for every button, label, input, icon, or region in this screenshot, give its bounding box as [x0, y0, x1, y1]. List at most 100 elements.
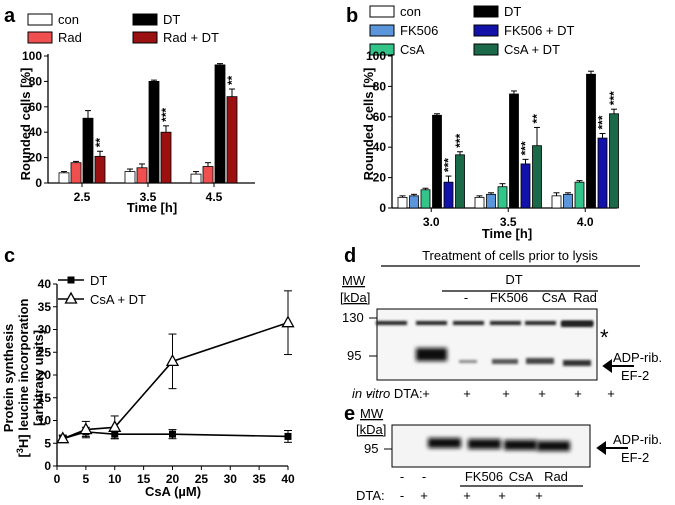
panel-e-label: e [344, 403, 355, 425]
band-130 [525, 321, 556, 325]
bar [160, 131, 172, 184]
bar [563, 193, 573, 209]
y-tick-label: 100 [366, 49, 386, 63]
panel-e-arrow-label-1: ADP-rib. [613, 432, 662, 447]
bar [226, 96, 238, 184]
legend-label: FK506 [400, 23, 438, 38]
panel-c: c DT CsA + DT Protein synthesis [3H] leuc… [1, 245, 295, 499]
bar [551, 195, 562, 209]
bar [190, 173, 202, 184]
bar [509, 93, 519, 209]
dta-sign: + [422, 386, 430, 401]
legend-swatch-rad-dt [132, 31, 158, 44]
signif-star: *** [596, 115, 610, 129]
legend-marker-triangle [64, 291, 78, 304]
dta-sign: - [400, 488, 404, 503]
panel-c-ylabel: Protein synthesis [3H] leucine incorpora… [1, 298, 46, 457]
y-tick-label: 60 [29, 100, 43, 114]
panel-a-xlabel: Time [h] [127, 200, 177, 215]
panel-e-mw-label: MW [360, 406, 384, 421]
blot-e-bands [428, 438, 570, 451]
point-triangle [281, 315, 295, 328]
legend-swatch-csa-dt [473, 43, 499, 56]
y-tick-label: 60 [373, 110, 387, 124]
point-triangle [79, 422, 93, 435]
y-tick-label: 20 [38, 368, 52, 382]
legend-label: FK506 + DT [504, 23, 575, 38]
legend-c: DT CsA + DT [58, 273, 146, 307]
legend-label: CsA + DT [504, 42, 560, 57]
band-adp-rib [468, 439, 501, 449]
dta-sign: + [607, 386, 615, 401]
bar [136, 167, 148, 184]
panel-e-mw-95: 95 [364, 441, 378, 456]
y-tick-label: 40 [373, 140, 387, 154]
point-triangle [165, 354, 180, 367]
panel-a-label: a [4, 5, 16, 27]
dta-sign: + [463, 386, 471, 401]
bar [443, 181, 454, 209]
point-square [169, 430, 176, 438]
bar [94, 155, 106, 184]
panel-d-kda-label: [kDa] [340, 290, 370, 305]
x-tick-label: 4.0 [577, 215, 594, 229]
x-tick-label: 3.5 [500, 215, 517, 229]
x-tick-label: 3.5 [140, 190, 157, 204]
panel-d-label: d [344, 245, 356, 267]
panel-d-header: Treatment of cells prior to lysis [422, 248, 598, 263]
signif-star: *** [453, 133, 467, 147]
signif-star: *** [442, 158, 456, 172]
y-tick-label: 0 [44, 459, 51, 473]
panel-b: b con FK506 CsA DT FK506 + DT CsA + DT Rounde… [346, 4, 621, 241]
bar [70, 162, 82, 184]
x-tick-label: 0 [54, 472, 61, 486]
dta-sign: + [498, 488, 506, 503]
legend-swatch-fk506 [369, 24, 395, 37]
panel-d-arrow-label-2: EF-2 [621, 368, 649, 383]
x-tick-label: 20 [166, 472, 180, 486]
band-adp-rib-weak [492, 359, 518, 364]
y-tick-label: 80 [29, 74, 43, 88]
y-tick-label: 20 [373, 171, 387, 185]
panel-c-xlabel: CsA (µM) [145, 484, 201, 499]
legend-label: Rad + DT [163, 30, 219, 45]
y-tick-label: 35 [38, 300, 52, 314]
legend-swatch-con [27, 13, 53, 26]
bar [420, 189, 431, 209]
y-tick-label: 80 [373, 79, 387, 93]
panel-c-ylabel-line1: Protein synthesis [1, 324, 16, 432]
dta-sign: + [574, 386, 582, 401]
bar [455, 154, 465, 209]
bar [432, 114, 442, 209]
y-tick-label: 25 [38, 345, 52, 359]
panel-e-dta-signs: - + + + + [400, 488, 543, 503]
panel-d-asterisk: * [600, 325, 609, 350]
panel-d-mw-label: MW [342, 273, 366, 288]
series-line-triangle [62, 321, 289, 440]
bar [497, 186, 508, 209]
legend-b: con FK506 CsA DT FK506 + DT CsA + DT [369, 4, 575, 57]
lane-label: CsA [509, 469, 534, 484]
panel-a: a con Rad DT Rad + DT Rounded cells [%] Tim… [4, 5, 255, 215]
legend-label: con [400, 4, 421, 19]
band-130 [416, 321, 447, 325]
y-tick-label: 40 [38, 277, 52, 291]
y-tick-label: 100 [22, 49, 42, 63]
point-triangle [108, 419, 122, 432]
band-130 [490, 321, 521, 325]
panel-b-ylabel: Rounded cells [%] [361, 68, 376, 181]
legend-swatch-rad [27, 31, 53, 44]
panel-e: e MW [kDa] 95 ADP-rib. EF-2 - - FK506 CsA Ra… [344, 403, 662, 503]
panel-d-lane-3-label: CsA [542, 290, 567, 305]
x-tick-label: 25 [195, 472, 209, 486]
dta-sign: + [502, 386, 510, 401]
panel-d-dta-label: in vitro DTA: [352, 386, 423, 401]
signif-star: *** [519, 141, 533, 155]
panel-a-ylabel: Rounded cells [%] [18, 68, 33, 181]
legend-marker-square [67, 276, 75, 284]
band-130 [376, 321, 407, 325]
bar [214, 64, 226, 184]
x-tick-label: 40 [281, 472, 295, 486]
band-adp-rib-strong [416, 348, 447, 361]
legend-label: DT [504, 4, 521, 19]
